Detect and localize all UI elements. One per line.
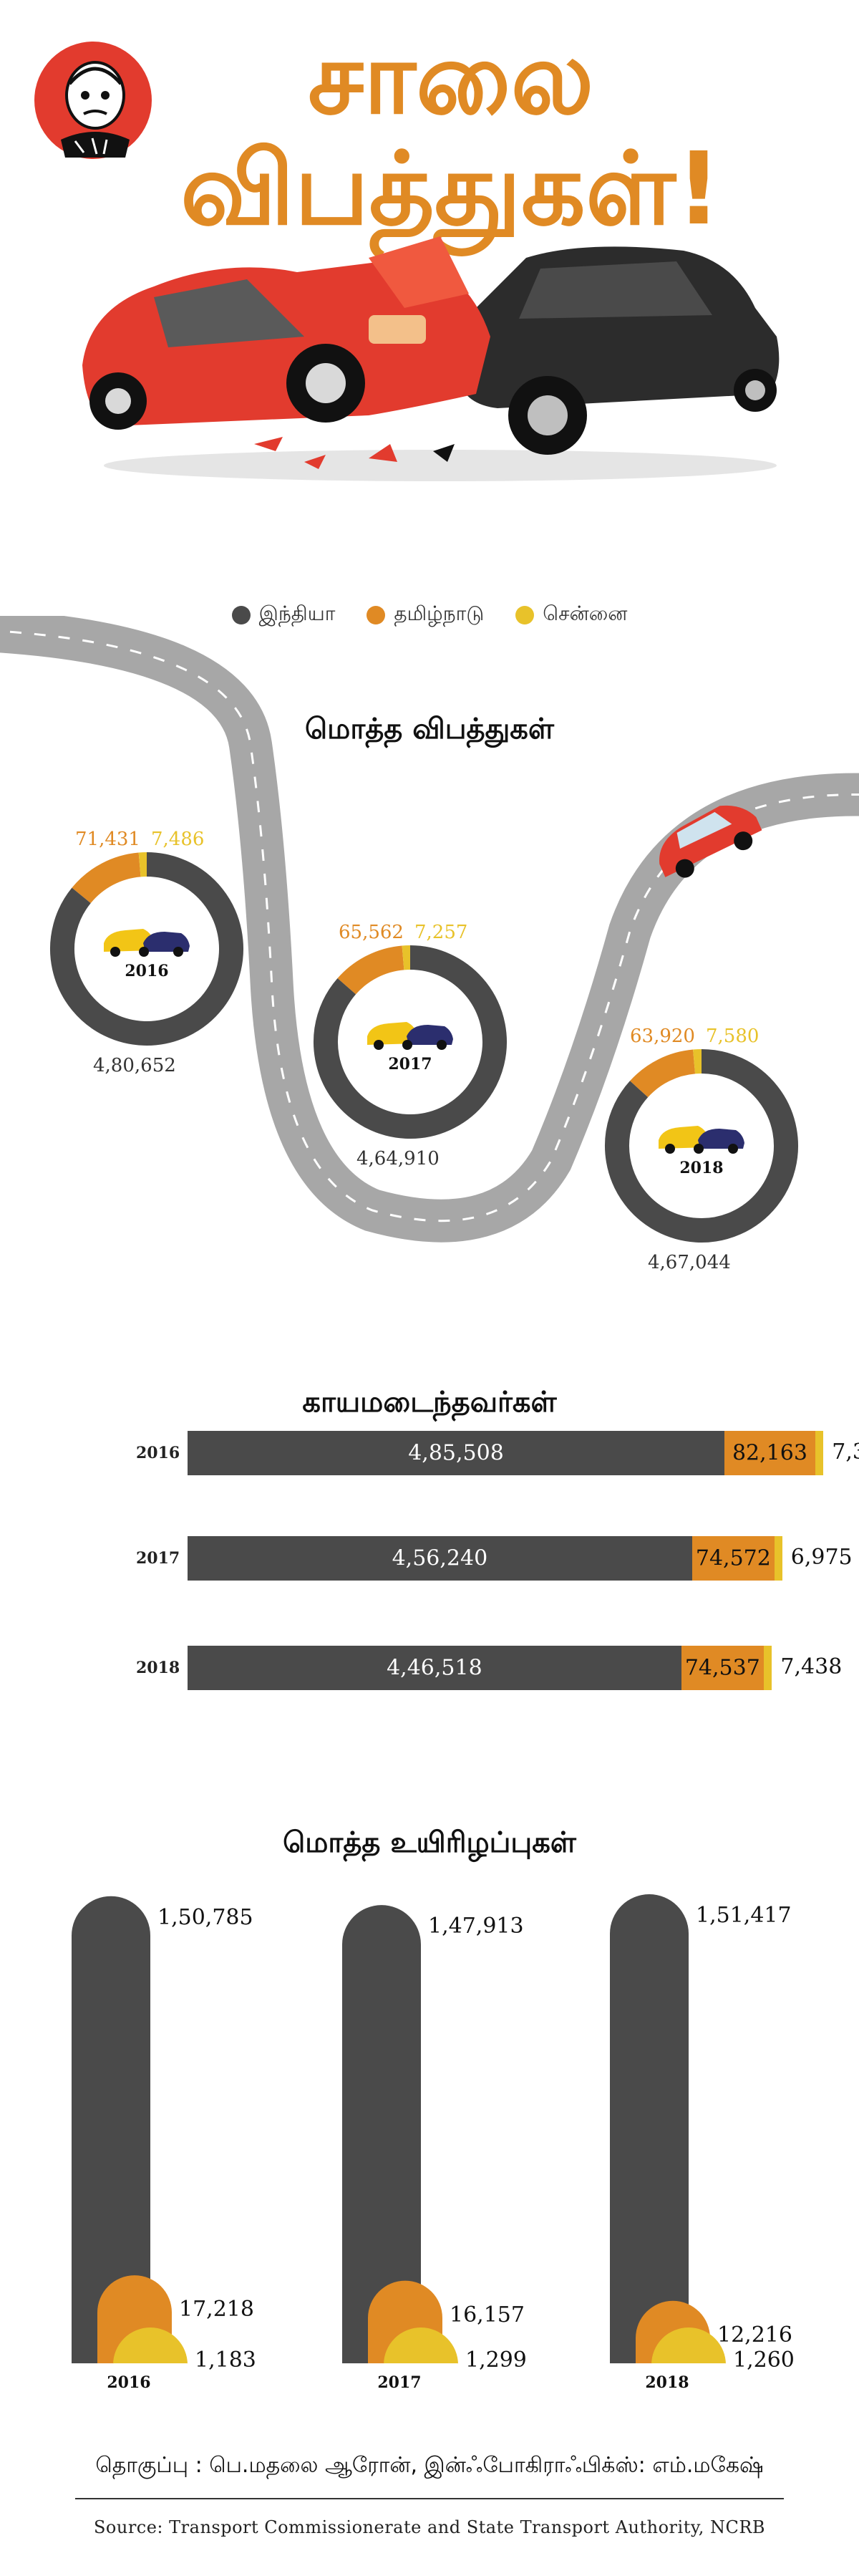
vbar-year-2018: 2018 <box>645 2373 689 2392</box>
vbar-2016-chennai-label: 1,183 <box>195 2348 256 2373</box>
legend-label-chennai: சென்னை <box>543 602 628 625</box>
donut-2018-india-arc <box>605 1049 798 1243</box>
hbar-2017-india: 4,56,240 <box>188 1536 692 1581</box>
vbar-2017-chennai <box>384 2327 458 2365</box>
hbar-row-2017: 4,56,240 74,572 <box>188 1536 782 1581</box>
vbar-2018-india-label: 1,51,417 <box>696 1903 792 1928</box>
donut-year-2017: 2017 <box>388 1055 432 1074</box>
hbar-2017-tamilnadu-label: 74,572 <box>695 1545 771 1571</box>
donut-2017-india-arc <box>314 945 507 1139</box>
legend-item-india: இந்தியா <box>231 602 336 628</box>
donut-year-2016: 2016 <box>125 962 168 980</box>
accidents-title: மொத்த விபத்துகள் <box>305 713 554 746</box>
hbar-2016-chennai-label: 7,349 <box>832 1439 859 1465</box>
hbar-2016-india-label: 4,85,508 <box>408 1440 504 1466</box>
donut-2018-india-label: 4,67,044 <box>648 1252 731 1273</box>
crash-cars-icon <box>104 929 190 957</box>
hbar-2017-india-label: 4,56,240 <box>392 1545 488 1571</box>
credit-line: தொகுப்பு : பெ.மதலை ஆரோன், இன்ஃபோகிராஃபிக… <box>95 2453 764 2478</box>
hbar-2018-chennai <box>763 1646 772 1690</box>
hbar-year-2018: 2018 <box>136 1659 180 1677</box>
deaths-bars-svg <box>72 1894 726 2365</box>
title-line-1: சாலை <box>308 20 594 137</box>
crash-cars-icon <box>659 1126 744 1154</box>
hbar-row-2018: 4,46,518 74,537 <box>188 1646 772 1690</box>
footer-divider <box>75 2498 784 2499</box>
donut-2016-tamilnadu-arc <box>72 852 142 904</box>
hbar-2018-india-label: 4,46,518 <box>387 1655 482 1681</box>
hbar-2017-chennai-label: 6,975 <box>790 1545 853 1570</box>
hbar-row-2016: 4,85,508 82,163 <box>188 1431 824 1475</box>
vbar-2017-chennai-label: 1,299 <box>465 2348 527 2373</box>
source-line: Source: Transport Commissionerate and St… <box>93 2517 766 2537</box>
legend-dot-india <box>231 605 251 624</box>
title-line-2: விபத்துகள்! <box>180 131 722 248</box>
legend: இந்தியா தமிழ்நாடு சென்னை <box>0 602 859 628</box>
vbar-2018-tamilnadu-label: 12,216 <box>717 2322 792 2348</box>
vbar-2017-tamilnadu-label: 16,157 <box>450 2302 525 2327</box>
vbar-2018-india <box>610 1894 689 2363</box>
donut-year-2018: 2018 <box>679 1159 723 1177</box>
hbar-2017-chennai <box>774 1536 782 1581</box>
legend-dot-chennai <box>515 605 535 624</box>
vbar-2016-india <box>72 1896 150 2363</box>
hbar-2016-chennai <box>815 1431 824 1475</box>
donut-2016-tamilnadu-label: 71,431 <box>75 829 140 850</box>
donut-2018-tamilnadu-label: 63,920 <box>630 1026 695 1047</box>
donut-2017-tamilnadu-label: 65,562 <box>339 922 404 943</box>
hbar-2016-tamilnadu-label: 82,163 <box>732 1440 807 1466</box>
legend-label-tamilnadu: தமிழ்நாடு <box>394 602 485 625</box>
car-crash-illustration <box>82 236 780 481</box>
legend-dot-tamilnadu <box>367 605 386 624</box>
legend-item-chennai: சென்னை <box>515 602 627 628</box>
injured-title: காயமடைந்தவர்கள் <box>302 1386 557 1419</box>
donut-2016-chennai-label: 7,486 <box>151 829 205 850</box>
vbar-2016-india-label: 1,50,785 <box>157 1904 253 1930</box>
hbar-2018-tamilnadu-label: 74,537 <box>684 1655 760 1681</box>
hbar-2017-tamilnadu: 74,572 <box>691 1536 775 1581</box>
vbar-2016-chennai <box>113 2327 188 2365</box>
hbar-2018-tamilnadu: 74,537 <box>681 1646 764 1690</box>
legend-item-tamilnadu: தமிழ்நாடு <box>367 602 484 628</box>
hbar-2018-india: 4,46,518 <box>188 1646 681 1690</box>
vbar-2018-chennai <box>651 2327 726 2365</box>
donut-2017-chennai-label: 7,257 <box>414 922 468 943</box>
hbar-2016-india: 4,85,508 <box>188 1431 724 1475</box>
donut-2016-india-arc <box>50 852 243 1046</box>
hbar-year-2017: 2017 <box>136 1549 180 1568</box>
donut-2017: 2017 <box>314 945 507 1139</box>
hbar-2018-chennai-label: 7,438 <box>780 1654 843 1679</box>
donut-2017-tamilnadu-arc <box>337 945 405 995</box>
vbar-2018-chennai-label: 1,260 <box>733 2348 795 2373</box>
hbar-2016-tamilnadu: 82,163 <box>724 1431 815 1475</box>
cartoonist-logo <box>34 42 152 159</box>
donut-2016: 2016 <box>50 852 243 1046</box>
donut-2016-india-label: 4,80,652 <box>93 1055 176 1076</box>
vbar-2017-india-label: 1,47,913 <box>428 1914 524 1939</box>
donut-2018-tamilnadu-arc <box>630 1049 696 1098</box>
hbar-year-2016: 2016 <box>136 1444 180 1462</box>
vbar-2016-tamilnadu-label: 17,218 <box>179 2297 254 2322</box>
vbar-year-2017: 2017 <box>377 2373 422 2392</box>
donut-2018-chennai-label: 7,580 <box>706 1026 759 1047</box>
vbar-2017-india <box>342 1905 421 2363</box>
donut-2017-india-label: 4,64,910 <box>356 1148 440 1169</box>
donut-2018: 2018 <box>605 1049 798 1243</box>
road-illustration <box>0 616 859 1243</box>
vbar-year-2016: 2016 <box>107 2373 151 2392</box>
deaths-title: மொத்த உயிரிழப்புகள் <box>283 1826 576 1859</box>
crash-cars-icon <box>367 1022 453 1050</box>
legend-label-india: இந்தியா <box>258 602 336 625</box>
